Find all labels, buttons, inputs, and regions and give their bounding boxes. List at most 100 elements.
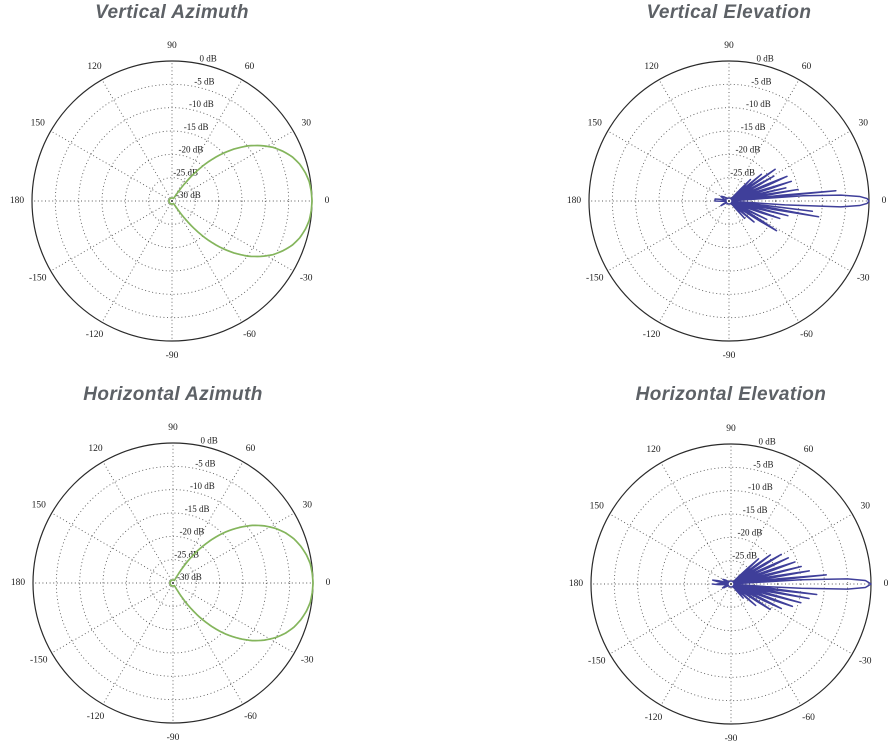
grid-spoke bbox=[660, 462, 732, 585]
grid-ring bbox=[125, 535, 221, 631]
angle-tick-label: 60 bbox=[246, 444, 256, 454]
db-tick-label: -10 dB bbox=[748, 482, 773, 492]
grid-spoke bbox=[172, 461, 244, 584]
db-tick-label: -15 dB bbox=[741, 122, 766, 132]
polar-chart-canvas: 90 60 30 0 -30 -60 -90 -120 -150 180 150 120 0 dB -5 … bbox=[11, 423, 331, 743]
angle-tick-label: -30 bbox=[301, 656, 314, 666]
polar-grid bbox=[590, 443, 872, 725]
polar-chart-canvas: 90 60 30 0 -30 -60 -90 -120 -150 180 150 120 0 dB -5 … bbox=[10, 41, 330, 361]
angle-tick-label: -120 bbox=[643, 330, 661, 340]
radiation-pattern-curve bbox=[168, 144, 313, 258]
db-tick-label: -15 dB bbox=[185, 504, 210, 514]
angle-tick-label: 0 bbox=[882, 196, 887, 206]
angle-tick-label: 150 bbox=[590, 502, 605, 512]
angle-tick-label: 150 bbox=[588, 119, 603, 129]
grid-ring bbox=[681, 153, 777, 249]
angle-tick-label: -150 bbox=[29, 274, 47, 284]
angle-tick-label: -60 bbox=[243, 330, 256, 340]
db-tick-label: -25 dB bbox=[730, 167, 755, 177]
db-tick-label: -5 dB bbox=[753, 459, 773, 469]
grid-ring bbox=[79, 489, 267, 677]
grid-spoke bbox=[658, 79, 730, 202]
polar-chart-horizontal-azimuth: 90 60 30 0 -30 -60 -90 -120 -150 180 150 120 0 dB -5 … bbox=[0, 408, 353, 750]
grid-ring bbox=[54, 83, 290, 319]
angle-tick-label: -90 bbox=[725, 734, 738, 744]
angle-tick-label: 0 bbox=[326, 578, 331, 588]
grid-spoke bbox=[101, 79, 173, 202]
polar-chart-horizontal-elevation: 90 60 30 0 -30 -60 -90 -120 -150 180 150 120 0 dB -5 … bbox=[551, 409, 896, 750]
angle-tick-label: 90 bbox=[167, 41, 177, 51]
polar-chart-vertical-azimuth: 90 60 30 0 -30 -60 -90 -120 -150 180 150 120 0 dB -5 … bbox=[0, 26, 352, 376]
grid-spoke bbox=[102, 582, 174, 705]
db-tick-label: -25 dB bbox=[173, 167, 198, 177]
db-tick-label: -5 dB bbox=[195, 458, 215, 468]
angle-tick-label: -90 bbox=[723, 351, 736, 361]
grid-ring bbox=[658, 130, 800, 272]
angle-tick-label: -90 bbox=[166, 351, 179, 361]
grid-spoke bbox=[50, 200, 173, 272]
angle-tick-label: 90 bbox=[726, 424, 736, 434]
db-tick-label: -25 dB bbox=[732, 550, 757, 560]
grid-ring bbox=[102, 512, 244, 654]
db-tick-label: -10 dB bbox=[746, 99, 771, 109]
angle-tick-label: 60 bbox=[804, 445, 814, 455]
polar-grid bbox=[31, 60, 313, 342]
grid-spoke bbox=[102, 461, 174, 584]
grid-ring bbox=[705, 177, 753, 225]
grid-ring bbox=[660, 513, 802, 655]
angle-tick-label: 150 bbox=[31, 119, 46, 129]
polar-chart-vertical-elevation: 90 60 30 0 -30 -60 -90 -120 -150 180 150 120 0 dB -5 … bbox=[549, 26, 896, 376]
angle-tick-label: 180 bbox=[10, 196, 25, 206]
db-tick-label: -20 dB bbox=[735, 145, 760, 155]
grid-spoke bbox=[658, 200, 730, 323]
grid-spoke bbox=[728, 200, 800, 323]
grid-ring bbox=[55, 465, 291, 701]
angle-tick-label: 120 bbox=[87, 62, 102, 72]
angle-tick-label: -30 bbox=[300, 274, 313, 284]
angle-tick-label: -150 bbox=[586, 274, 604, 284]
grid-spoke bbox=[172, 582, 244, 705]
db-tick-label: -5 dB bbox=[194, 76, 214, 86]
angle-tick-label: 120 bbox=[88, 444, 103, 454]
db-tick-label: -20 dB bbox=[178, 145, 203, 155]
grid-spoke bbox=[730, 462, 802, 585]
angle-tick-label: 90 bbox=[724, 41, 734, 51]
polar-grid bbox=[588, 60, 870, 342]
grid-spoke bbox=[609, 583, 732, 655]
radiation-pattern-curve bbox=[714, 168, 870, 232]
grid-ring bbox=[101, 130, 243, 272]
grid-spoke bbox=[171, 200, 243, 323]
grid-ring bbox=[149, 559, 197, 607]
angle-tick-label: 30 bbox=[858, 119, 868, 129]
grid-spoke bbox=[660, 583, 732, 706]
chart-title-horizontal-elevation: Horizontal Elevation bbox=[635, 384, 827, 405]
angle-tick-label: 180 bbox=[567, 196, 582, 206]
grid-ring bbox=[78, 107, 266, 295]
grid-spoke bbox=[171, 79, 243, 202]
db-tick-label: -30 dB bbox=[177, 572, 202, 582]
radiation-pattern-curve bbox=[169, 524, 314, 642]
chart-title-vertical-elevation: Vertical Elevation bbox=[646, 2, 812, 23]
grid-ring bbox=[635, 107, 823, 295]
angle-tick-label: 150 bbox=[32, 501, 47, 511]
angle-tick-label: 60 bbox=[802, 62, 812, 72]
grid-spoke bbox=[51, 582, 174, 654]
chart-title-vertical-azimuth: Vertical Azimuth bbox=[95, 2, 249, 23]
db-tick-label: -10 dB bbox=[190, 481, 215, 491]
grid-ring bbox=[637, 490, 825, 678]
angle-tick-label: -30 bbox=[857, 274, 870, 284]
angle-tick-label: 180 bbox=[11, 578, 26, 588]
angle-tick-label: -60 bbox=[802, 713, 815, 723]
angle-tick-label: 120 bbox=[646, 445, 661, 455]
db-tick-label: 0 dB bbox=[758, 437, 775, 447]
angle-tick-label: -30 bbox=[859, 657, 872, 667]
grid-spoke bbox=[607, 200, 730, 272]
angle-tick-label: -150 bbox=[30, 656, 48, 666]
db-tick-label: -5 dB bbox=[751, 76, 771, 86]
angle-tick-label: 0 bbox=[325, 196, 330, 206]
angle-tick-label: -150 bbox=[588, 657, 606, 667]
grid-ring bbox=[124, 153, 220, 249]
polar-chart-canvas: 90 60 30 0 -30 -60 -90 -120 -150 180 150 120 0 dB -5 … bbox=[569, 424, 889, 744]
chart-title-horizontal-azimuth: Horizontal Azimuth bbox=[83, 384, 263, 405]
